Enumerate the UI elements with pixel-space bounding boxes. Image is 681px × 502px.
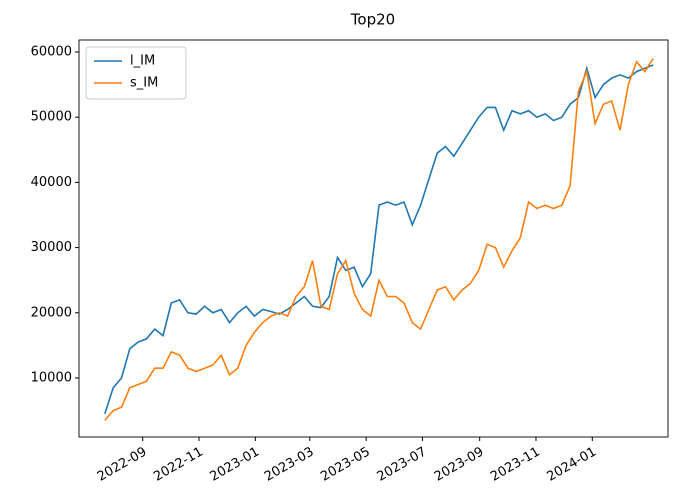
- x-tick-label: 2023-07: [375, 445, 430, 485]
- x-tick-label: 2022-09: [95, 445, 150, 485]
- series-line: [104, 64, 654, 415]
- x-tick-label: 2022-11: [151, 445, 206, 485]
- legend-label: l_IM: [130, 54, 155, 69]
- legend-frame: [85, 46, 187, 100]
- y-tick-label: 20000: [31, 305, 72, 320]
- x-tick-label: 2023-03: [262, 445, 317, 485]
- x-tick-label: 2023-09: [432, 445, 487, 485]
- legend-label: s_IM: [130, 76, 158, 91]
- chart-title: Top20: [350, 11, 395, 29]
- series-line: [104, 58, 654, 421]
- plot-frame: [78, 39, 669, 438]
- x-tick-label: 2024-01: [544, 445, 599, 485]
- y-tick-label: 60000: [31, 44, 72, 59]
- x-tick-label: 2023-11: [488, 445, 543, 485]
- x-tick-label: 2023-01: [208, 445, 263, 485]
- y-tick-label: 30000: [31, 240, 72, 255]
- x-tick-label: 2023-05: [318, 445, 373, 485]
- legend: l_IM s_IM: [85, 46, 187, 100]
- y-tick-label: 40000: [31, 175, 72, 190]
- y-tick-label: 50000: [31, 110, 72, 125]
- y-tick-label: 10000: [31, 370, 72, 385]
